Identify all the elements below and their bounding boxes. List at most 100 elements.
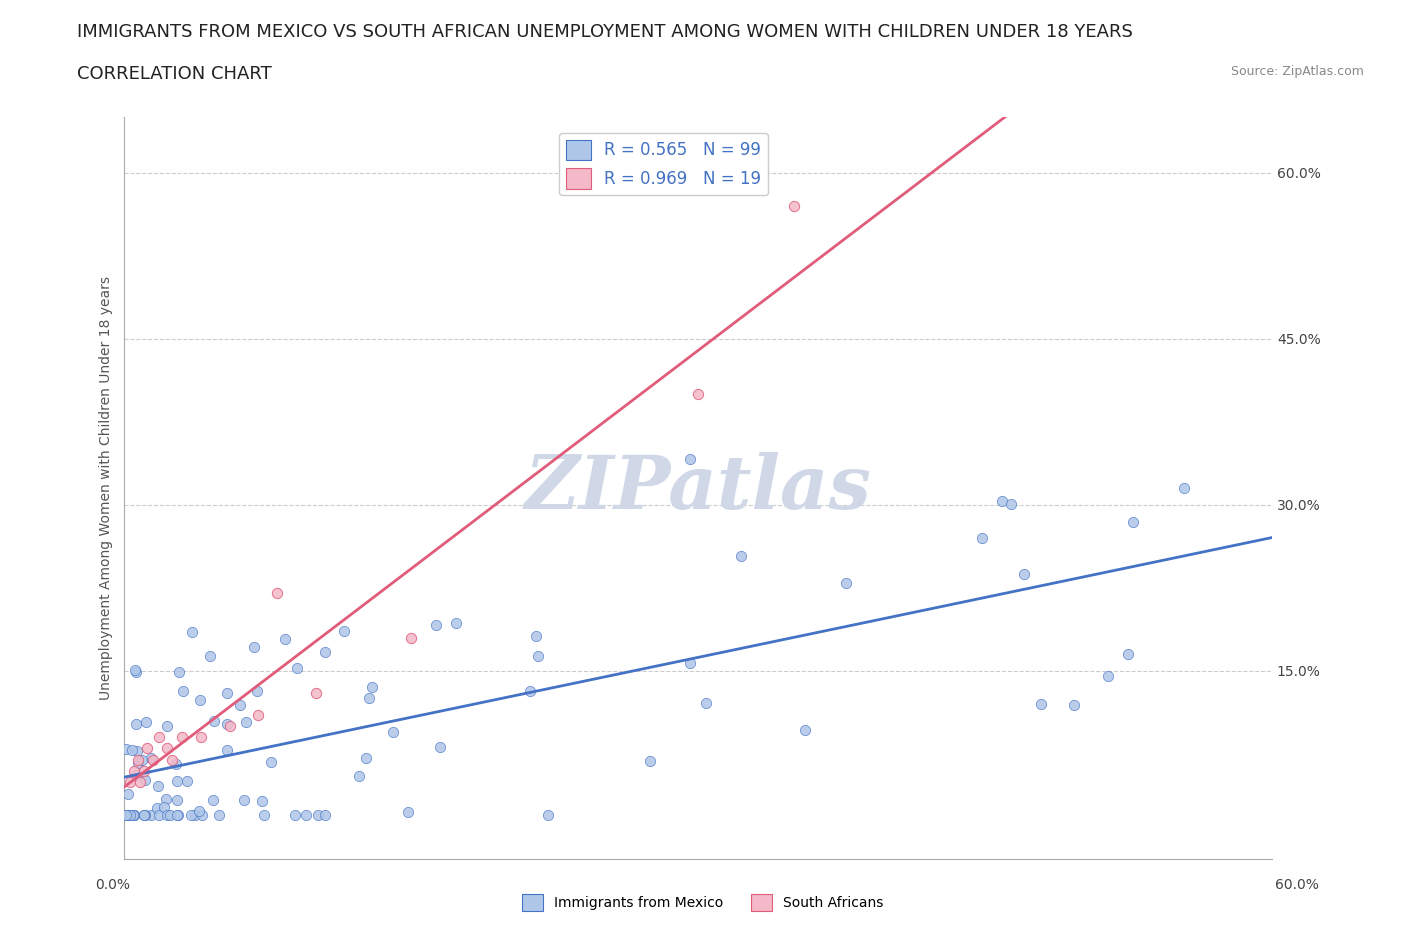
Point xyxy=(314,807,336,822)
Point xyxy=(245,684,267,698)
Point xyxy=(156,719,179,734)
Point xyxy=(314,644,336,659)
Point xyxy=(115,807,138,822)
Point xyxy=(122,807,145,822)
Point xyxy=(235,714,257,729)
Point xyxy=(134,772,156,787)
Point xyxy=(250,793,273,808)
Point xyxy=(401,631,423,645)
Point xyxy=(166,793,188,808)
Point xyxy=(155,741,177,756)
Point xyxy=(188,804,211,818)
Point xyxy=(127,744,149,759)
Point xyxy=(131,752,153,767)
Text: CORRELATION CHART: CORRELATION CHART xyxy=(77,65,273,83)
Point xyxy=(139,751,162,765)
Point xyxy=(159,807,181,822)
Point xyxy=(125,716,148,731)
Point xyxy=(142,752,165,767)
Point xyxy=(181,625,204,640)
Point xyxy=(285,660,308,675)
Point xyxy=(1000,497,1022,512)
Point xyxy=(155,807,177,822)
Point xyxy=(128,775,150,790)
Point xyxy=(198,649,221,664)
Point xyxy=(638,753,661,768)
Point xyxy=(166,807,188,822)
Point xyxy=(167,807,190,822)
Y-axis label: Unemployment Among Women with Children Under 18 years: Unemployment Among Women with Children U… xyxy=(100,276,114,700)
Point xyxy=(120,807,142,822)
Point xyxy=(165,756,187,771)
Point xyxy=(679,656,702,671)
Point xyxy=(148,730,170,745)
Point xyxy=(115,807,138,822)
Point xyxy=(1063,698,1085,712)
Point xyxy=(444,616,467,631)
Point xyxy=(354,751,377,765)
Point xyxy=(266,586,288,601)
Point xyxy=(679,452,702,467)
Point xyxy=(253,807,276,822)
Point xyxy=(537,807,560,822)
Legend: Immigrants from Mexico, South Africans: Immigrants from Mexico, South Africans xyxy=(517,888,889,916)
Point xyxy=(166,773,188,788)
Point xyxy=(115,742,138,757)
Point xyxy=(218,719,240,734)
Point xyxy=(117,786,139,801)
Point xyxy=(274,631,297,646)
Point xyxy=(184,807,207,822)
Point xyxy=(215,742,238,757)
Text: ZIPatlas: ZIPatlas xyxy=(524,452,872,525)
Point xyxy=(357,690,380,705)
Point xyxy=(170,730,193,745)
Point xyxy=(217,716,239,731)
Point xyxy=(783,198,806,213)
Point xyxy=(361,679,384,694)
Point xyxy=(1029,697,1052,711)
Point xyxy=(127,755,149,770)
Point xyxy=(970,530,993,545)
Point xyxy=(152,800,174,815)
Text: IMMIGRANTS FROM MEXICO VS SOUTH AFRICAN UNEMPLOYMENT AMONG WOMEN WITH CHILDREN U: IMMIGRANTS FROM MEXICO VS SOUTH AFRICAN … xyxy=(77,23,1133,41)
Point xyxy=(121,743,143,758)
Point xyxy=(990,494,1012,509)
Point xyxy=(134,807,156,822)
Point xyxy=(136,741,159,756)
Point xyxy=(260,755,283,770)
Point xyxy=(127,752,149,767)
Point xyxy=(122,764,145,778)
Point xyxy=(146,801,169,816)
Point xyxy=(247,708,270,723)
Point xyxy=(425,618,447,632)
Point xyxy=(688,387,710,402)
Point xyxy=(132,764,155,778)
Point xyxy=(1118,646,1140,661)
Text: 0.0%: 0.0% xyxy=(96,878,131,893)
Point xyxy=(191,807,214,822)
Point xyxy=(242,639,264,654)
Point xyxy=(396,804,419,819)
Text: 60.0%: 60.0% xyxy=(1275,878,1319,893)
Point xyxy=(1122,514,1144,529)
Point xyxy=(124,662,146,677)
Point xyxy=(382,724,405,739)
Text: Source: ZipAtlas.com: Source: ZipAtlas.com xyxy=(1230,65,1364,78)
Point xyxy=(1097,669,1119,684)
Point xyxy=(284,807,307,822)
Point xyxy=(172,684,194,698)
Point xyxy=(176,774,198,789)
Point xyxy=(519,684,541,698)
Point xyxy=(794,722,817,737)
Point xyxy=(148,807,170,822)
Point xyxy=(1012,566,1035,581)
Point xyxy=(307,807,329,822)
Point xyxy=(190,730,212,745)
Point xyxy=(125,768,148,783)
Point xyxy=(162,752,184,767)
Point xyxy=(122,807,145,822)
Legend: R = 0.565   N = 99, R = 0.969   N = 19: R = 0.565 N = 99, R = 0.969 N = 19 xyxy=(560,133,768,195)
Point xyxy=(134,807,156,822)
Point xyxy=(524,629,547,644)
Point xyxy=(333,623,356,638)
